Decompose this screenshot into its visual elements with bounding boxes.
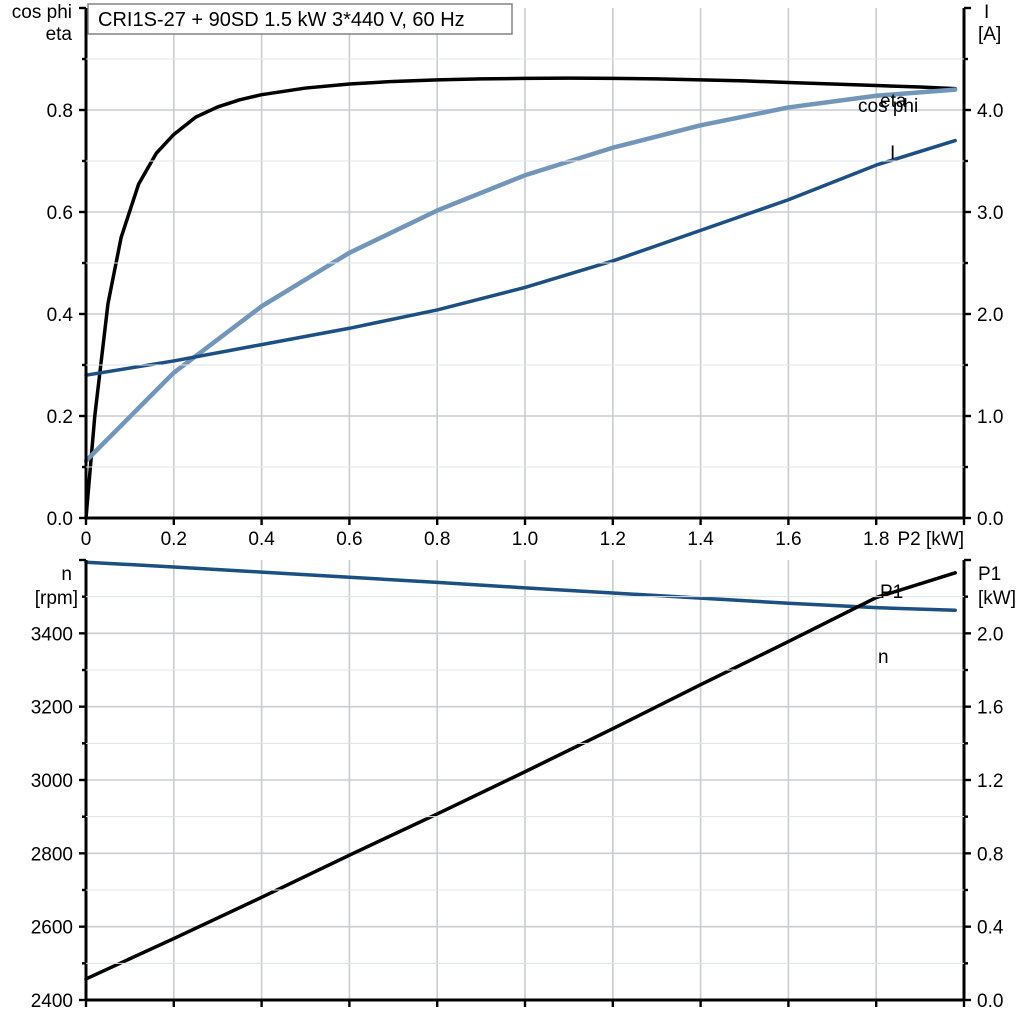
y-axis-title-right-line2: [A] bbox=[978, 24, 1001, 45]
chart-title: CRI1S-27 + 90SD 1.5 kW 3*440 V, 60 Hz bbox=[98, 9, 465, 31]
ytick-label-left: 0.8 bbox=[47, 101, 73, 122]
curve-eta bbox=[84, 76, 957, 520]
curve-label-cos-phi: cos phi bbox=[858, 96, 918, 117]
ytick-label-right: 3.0 bbox=[977, 203, 1003, 224]
curve-label-speed: n bbox=[878, 647, 889, 668]
y2-axis-title-right-line2: [kW] bbox=[978, 588, 1016, 609]
curve-speed bbox=[84, 560, 957, 612]
ytick-label-right: 1.0 bbox=[977, 407, 1003, 428]
xtick-label: 1.2 bbox=[600, 529, 626, 550]
ytick-label-left: 2600 bbox=[31, 918, 73, 939]
ytick-label-right: 2.0 bbox=[977, 624, 1003, 645]
xtick-label: 0.6 bbox=[336, 529, 362, 550]
y2-axis-title-left-line1: n bbox=[61, 564, 72, 585]
xtick-label: 0.8 bbox=[424, 529, 450, 550]
ytick-label-right: 1.6 bbox=[977, 698, 1003, 719]
xtick-label: 1.6 bbox=[775, 529, 801, 550]
plot-group-1: 2400 2600 2800 3000 3200 3400 0.0 0.4 0.8 1.2 1.6 2… bbox=[31, 558, 1004, 1012]
curve-label-current: I bbox=[890, 143, 895, 164]
xtick-label: 1.4 bbox=[687, 529, 714, 550]
y2-axis-title-right-line1: P1 bbox=[978, 564, 1001, 585]
x-axis-title: P2 [kW] bbox=[897, 529, 964, 550]
y-axis-title-right-line1: I bbox=[984, 2, 989, 23]
y2-axis-title-left-line2: [rpm] bbox=[35, 588, 78, 609]
ytick-label-right: 0.4 bbox=[977, 918, 1004, 939]
chart2-annotations: n [rpm] P1 [kW] P1 n bbox=[35, 564, 1016, 668]
ytick-label-right: 0.0 bbox=[977, 991, 1003, 1012]
ytick-label-left: 3400 bbox=[31, 624, 73, 645]
plot-group-0: 0.0 0.2 0.4 0.6 0.8 0.0 1.0 2.0 3.0 4.0 0 0.2 0.4 0.6… bbox=[47, 6, 1003, 550]
ytick-label-right: 1.2 bbox=[977, 771, 1003, 792]
ytick-label-left: 2400 bbox=[31, 991, 73, 1012]
ytick-label-right: 2.0 bbox=[977, 305, 1003, 326]
ytick-label-left: 0.0 bbox=[47, 509, 73, 530]
ytick-label-left: 3000 bbox=[31, 771, 73, 792]
title-box bbox=[87, 3, 513, 35]
ytick-label-right: 0.0 bbox=[977, 509, 1003, 530]
xtick-label: 1.0 bbox=[512, 529, 538, 550]
xtick-label: 0.2 bbox=[161, 529, 187, 550]
curve-label-eta: eta bbox=[880, 91, 907, 112]
ytick-label-left: 0.6 bbox=[47, 203, 73, 224]
ytick-label-right: 4.0 bbox=[977, 101, 1003, 122]
xtick-label: 0 bbox=[81, 529, 92, 550]
ytick-label-left: 3200 bbox=[31, 698, 73, 719]
ytick-label-left: 0.4 bbox=[47, 305, 74, 326]
y-axis-title-left-line2: eta bbox=[46, 24, 73, 45]
ytick-label-left: 0.2 bbox=[47, 407, 73, 428]
curve-cos_phi bbox=[83, 87, 958, 464]
xtick-label: 1.8 bbox=[863, 529, 889, 550]
curve-current bbox=[84, 138, 957, 377]
ytick-label-right: 0.8 bbox=[977, 844, 1003, 865]
curve-label-p1: P1 bbox=[880, 582, 903, 603]
ytick-label-left: 2800 bbox=[31, 844, 73, 865]
xtick-label: 0.4 bbox=[248, 529, 275, 550]
y-axis-title-left-line1: cos phi bbox=[12, 2, 72, 23]
curve-p1 bbox=[84, 571, 957, 981]
